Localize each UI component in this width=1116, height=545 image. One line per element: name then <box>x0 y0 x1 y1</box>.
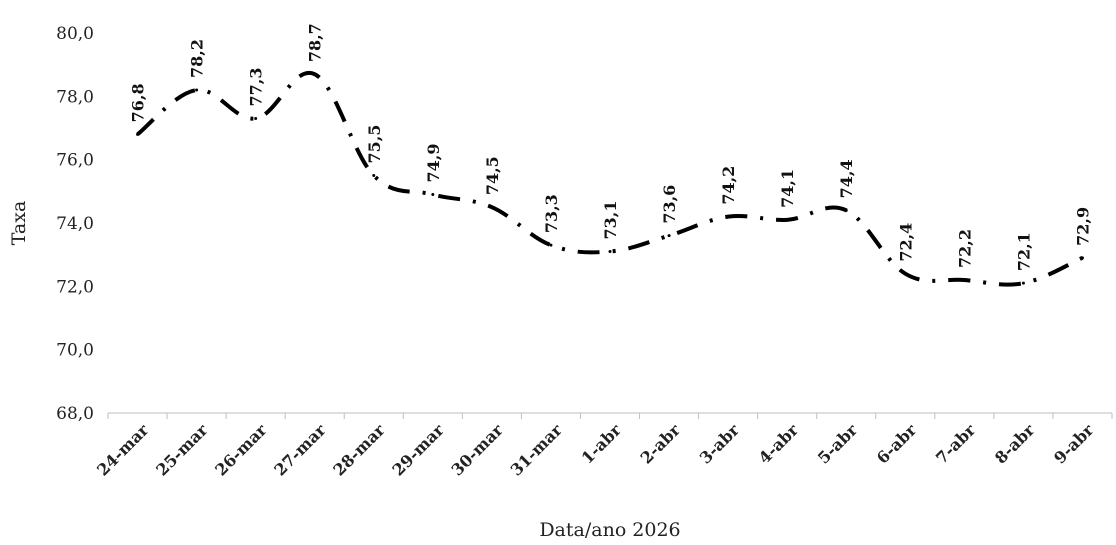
data-point <box>195 88 199 92</box>
x-tick-label: 28-mar <box>329 420 389 480</box>
x-tick-label: 5-abr <box>814 420 862 468</box>
x-axis-tick-marks <box>107 413 1113 419</box>
y-tick-label: 70,0 <box>56 341 94 361</box>
data-point <box>785 218 789 222</box>
data-label: 78,2 <box>188 39 207 78</box>
x-tick-label: 24-mar <box>93 420 153 480</box>
data-label: 74,4 <box>837 159 856 198</box>
data-point <box>549 243 553 247</box>
data-label: 74,5 <box>483 156 502 195</box>
data-point <box>726 215 730 219</box>
x-tick-label: 3-abr <box>696 420 744 468</box>
x-tick-label: 27-mar <box>270 420 330 480</box>
x-tick-label: 26-mar <box>211 420 271 480</box>
data-point <box>254 117 258 120</box>
y-tick-label: 72,0 <box>56 277 94 297</box>
data-label: 73,3 <box>542 194 561 233</box>
data-point <box>431 193 435 196</box>
y-tick-label: 74,0 <box>56 214 94 234</box>
data-point <box>608 250 612 253</box>
x-axis-title: Data/ano 2026 <box>539 519 680 541</box>
data-label: 73,1 <box>601 201 620 240</box>
data-labels: 76,8 78,2 77,3 78,7 75,5 74,9 74,5 73,3 73,1 73,6… <box>129 23 1093 271</box>
y-tick-label: 80,0 <box>56 24 94 44</box>
data-point <box>490 205 494 209</box>
data-label: 74,2 <box>719 166 738 205</box>
x-tick-label: 6-abr <box>873 420 921 468</box>
data-label: 74,1 <box>778 169 797 208</box>
data-points <box>136 72 1084 285</box>
data-point <box>844 208 848 212</box>
data-point <box>372 174 376 177</box>
data-label: 72,2 <box>955 229 974 268</box>
x-tick-label: 30-mar <box>448 420 508 480</box>
x-tick-label: 1-abr <box>578 420 626 468</box>
series-line <box>136 70 1084 287</box>
data-point <box>962 278 966 282</box>
y-axis-title: Taxa <box>8 201 30 246</box>
x-tick-label: 4-abr <box>755 420 803 468</box>
x-tick-label: 9-abr <box>1050 420 1098 468</box>
data-label: 74,9 <box>424 144 443 183</box>
x-tick-label: 29-mar <box>389 420 449 480</box>
x-tick-label: 31-mar <box>507 420 567 480</box>
x-tick-label: 25-mar <box>152 420 212 480</box>
y-tick-label: 68,0 <box>56 404 94 424</box>
data-label: 73,6 <box>660 185 679 224</box>
data-label: 72,9 <box>1073 207 1092 246</box>
x-axis-tick-labels: 24-mar 25-mar 26-mar 27-mar 28-mar 29-mar 30-m… <box>93 420 1097 480</box>
x-tick-label: 2-abr <box>637 420 685 468</box>
data-point <box>1021 281 1025 285</box>
y-axis-ticks: 68,0 70,0 72,0 74,0 76,0 78,0 80,0 <box>56 24 94 424</box>
data-label: 72,4 <box>896 223 915 262</box>
data-point <box>903 272 907 276</box>
y-tick-label: 78,0 <box>56 87 94 107</box>
data-point <box>313 72 317 76</box>
data-label: 77,3 <box>247 68 266 107</box>
data-label: 76,8 <box>129 83 148 122</box>
x-tick-label: 7-abr <box>932 420 980 468</box>
data-point <box>136 132 140 136</box>
data-label: 75,5 <box>365 125 384 164</box>
data-point <box>1080 256 1084 260</box>
data-label: 78,7 <box>306 23 325 62</box>
data-point <box>667 234 671 238</box>
y-tick-label: 76,0 <box>56 151 94 171</box>
data-label: 72,1 <box>1014 232 1033 271</box>
x-tick-label: 8-abr <box>991 420 1039 468</box>
